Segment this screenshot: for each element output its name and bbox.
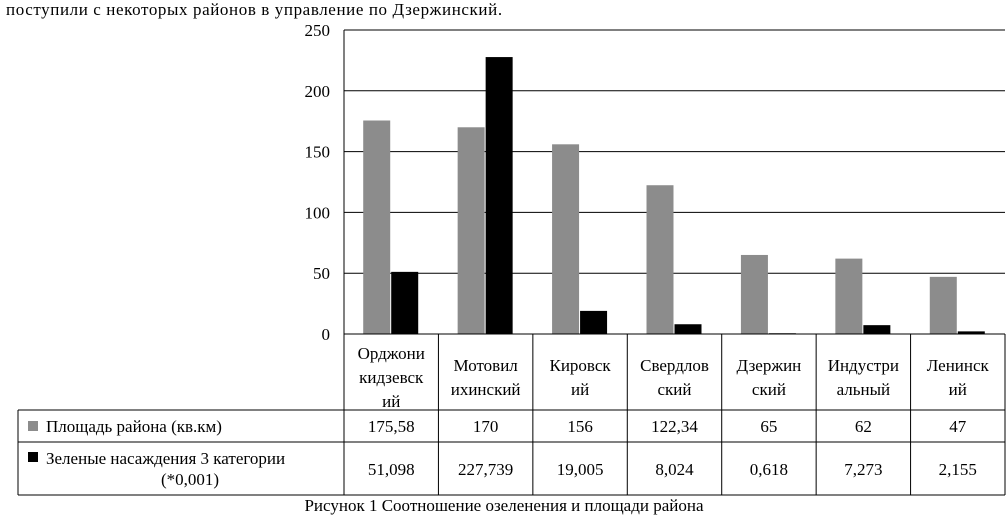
x-tick-label: Кировск bbox=[549, 356, 611, 375]
bar-green bbox=[957, 331, 985, 334]
data-label: 227,739 bbox=[458, 460, 513, 479]
bar-green bbox=[674, 324, 702, 334]
series-name: Зеленые насаждения 3 категории bbox=[46, 449, 285, 468]
data-label: 175,58 bbox=[368, 417, 415, 436]
series-name: (*0,001) bbox=[161, 470, 219, 489]
data-label: 122,34 bbox=[651, 417, 698, 436]
figure-caption: Рисунок 1 Соотношение озеленения и площа… bbox=[304, 496, 704, 515]
x-tick-label: ий bbox=[571, 380, 589, 399]
data-label: 19,005 bbox=[557, 460, 604, 479]
x-tick-label: ихинский bbox=[451, 380, 521, 399]
legend-key bbox=[28, 452, 38, 462]
bar-green bbox=[863, 325, 891, 334]
data-label: 2,155 bbox=[939, 460, 977, 479]
bar-area bbox=[457, 127, 485, 334]
data-label: 0,618 bbox=[750, 460, 788, 479]
data-label: 47 bbox=[949, 417, 967, 436]
x-tick-label: Ленинск bbox=[927, 356, 990, 375]
data-label: 62 bbox=[855, 417, 872, 436]
data-label: 156 bbox=[567, 417, 593, 436]
bar-area bbox=[363, 120, 391, 334]
x-tick-label: Дзержин bbox=[737, 356, 802, 375]
y-tick-label: 100 bbox=[305, 203, 331, 222]
data-label: 7,273 bbox=[844, 460, 882, 479]
x-tick-label: Индустри bbox=[828, 356, 899, 375]
y-tick-label: 250 bbox=[305, 21, 331, 40]
preceding-text-line: поступили с некоторых районов в управлен… bbox=[6, 0, 503, 19]
data-label: 170 bbox=[473, 417, 499, 436]
bar-green bbox=[391, 271, 419, 334]
y-tick-label: 150 bbox=[305, 143, 331, 162]
data-label: 51,098 bbox=[368, 460, 415, 479]
data-label: 65 bbox=[760, 417, 777, 436]
y-tick-label: 50 bbox=[313, 264, 330, 283]
bar-green bbox=[580, 310, 608, 334]
x-tick-label: Мотовил bbox=[454, 356, 519, 375]
series-name: Площадь района (кв.км) bbox=[46, 417, 222, 436]
y-tick-label: 200 bbox=[305, 82, 331, 101]
bar-area bbox=[835, 258, 863, 334]
x-tick-label: Орджони bbox=[358, 344, 425, 363]
x-tick-label: кидзевск bbox=[359, 368, 424, 387]
bar-area bbox=[740, 254, 768, 334]
bar-area bbox=[929, 276, 957, 334]
x-tick-label: ский bbox=[658, 380, 692, 399]
x-tick-label: ий bbox=[949, 380, 967, 399]
data-label: 8,024 bbox=[655, 460, 694, 479]
bar-area bbox=[646, 185, 674, 334]
x-tick-label: Свердлов bbox=[640, 356, 709, 375]
bar-chart: 0 50 100 150 200 250 Орджони кидзевск ий Мотовил… bbox=[17, 21, 1006, 496]
x-tick-label: альный bbox=[837, 380, 891, 399]
y-tick-label: 0 bbox=[322, 325, 331, 344]
x-tick-label: ий bbox=[382, 392, 400, 411]
x-tick-label: ский bbox=[752, 380, 786, 399]
bar-green bbox=[485, 57, 513, 335]
legend-key bbox=[28, 421, 38, 431]
bar-area bbox=[552, 144, 580, 334]
